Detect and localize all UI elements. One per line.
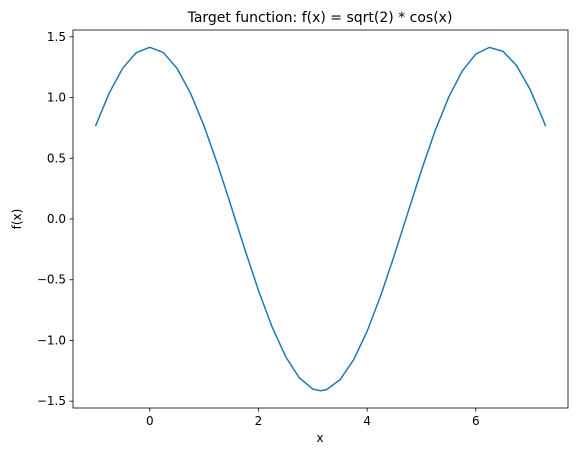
y-tick-label: 0.5	[47, 151, 66, 165]
x-tick-label: 2	[255, 414, 263, 428]
chart-title: Target function: f(x) = sqrt(2) * cos(x)	[187, 10, 453, 26]
y-tick-label: 1.5	[47, 30, 66, 44]
x-tick-label: 6	[472, 414, 480, 428]
x-axis-label: x	[316, 431, 323, 445]
line-series	[94, 46, 547, 392]
plot-frame	[72, 29, 569, 409]
x-tick-label: 0	[146, 414, 154, 428]
y-tick-label: 0.0	[47, 212, 66, 226]
y-tick-label: −1.0	[37, 333, 66, 347]
y-axis-label: f(x)	[10, 209, 24, 230]
y-tick-label: 1.0	[47, 91, 66, 105]
y-tick-label: −0.5	[37, 273, 66, 287]
x-tick-label: 4	[363, 414, 371, 428]
y-tick-label: −1.5	[37, 394, 66, 408]
